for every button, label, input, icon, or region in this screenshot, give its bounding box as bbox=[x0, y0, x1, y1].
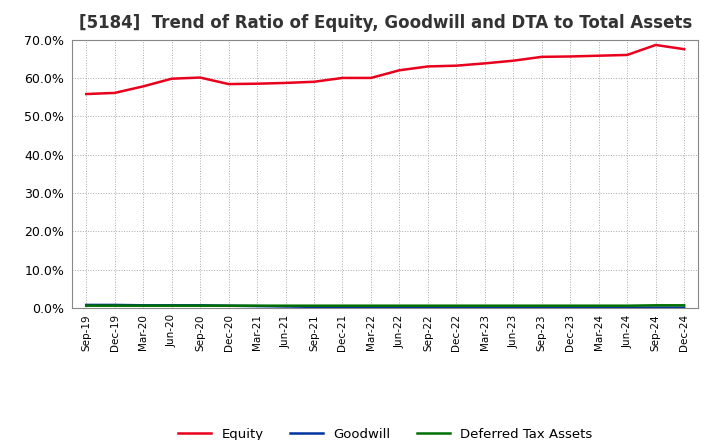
Line: Goodwill: Goodwill bbox=[86, 305, 684, 308]
Equity bbox=[566, 54, 575, 59]
Goodwill bbox=[366, 304, 375, 310]
Deferred Tax Assets bbox=[366, 303, 375, 308]
Goodwill bbox=[282, 304, 290, 309]
Deferred Tax Assets bbox=[310, 303, 318, 308]
Goodwill bbox=[537, 305, 546, 310]
Deferred Tax Assets bbox=[139, 303, 148, 308]
Goodwill bbox=[480, 305, 489, 310]
Goodwill bbox=[595, 305, 603, 310]
Deferred Tax Assets bbox=[253, 303, 261, 308]
Goodwill bbox=[566, 305, 575, 310]
Equity bbox=[82, 92, 91, 97]
Goodwill bbox=[395, 304, 404, 310]
Goodwill bbox=[623, 305, 631, 310]
Goodwill bbox=[139, 303, 148, 308]
Goodwill bbox=[338, 304, 347, 309]
Goodwill bbox=[82, 302, 91, 308]
Equity bbox=[595, 53, 603, 59]
Title: [5184]  Trend of Ratio of Equity, Goodwill and DTA to Total Assets: [5184] Trend of Ratio of Equity, Goodwil… bbox=[78, 15, 692, 33]
Goodwill bbox=[253, 304, 261, 309]
Deferred Tax Assets bbox=[110, 303, 119, 308]
Goodwill bbox=[167, 303, 176, 308]
Equity bbox=[110, 90, 119, 95]
Equity bbox=[282, 80, 290, 85]
Equity bbox=[652, 42, 660, 48]
Goodwill bbox=[452, 305, 461, 310]
Deferred Tax Assets bbox=[595, 303, 603, 308]
Goodwill bbox=[423, 304, 432, 310]
Equity bbox=[139, 84, 148, 89]
Line: Equity: Equity bbox=[86, 45, 684, 94]
Goodwill bbox=[509, 305, 518, 310]
Equity bbox=[338, 75, 347, 81]
Deferred Tax Assets bbox=[282, 303, 290, 308]
Legend: Equity, Goodwill, Deferred Tax Assets: Equity, Goodwill, Deferred Tax Assets bbox=[178, 428, 593, 440]
Equity bbox=[537, 54, 546, 59]
Equity bbox=[167, 76, 176, 81]
Equity bbox=[452, 63, 461, 68]
Deferred Tax Assets bbox=[537, 303, 546, 308]
Goodwill bbox=[110, 302, 119, 308]
Deferred Tax Assets bbox=[395, 303, 404, 308]
Deferred Tax Assets bbox=[509, 303, 518, 308]
Deferred Tax Assets bbox=[225, 303, 233, 308]
Deferred Tax Assets bbox=[82, 303, 91, 308]
Equity bbox=[253, 81, 261, 86]
Goodwill bbox=[652, 305, 660, 310]
Deferred Tax Assets bbox=[480, 303, 489, 308]
Equity bbox=[423, 64, 432, 69]
Equity bbox=[196, 75, 204, 80]
Deferred Tax Assets bbox=[167, 303, 176, 308]
Deferred Tax Assets bbox=[623, 303, 631, 308]
Equity bbox=[623, 52, 631, 58]
Equity bbox=[480, 61, 489, 66]
Goodwill bbox=[680, 305, 688, 310]
Equity bbox=[310, 79, 318, 84]
Deferred Tax Assets bbox=[680, 303, 688, 308]
Equity bbox=[225, 81, 233, 87]
Equity bbox=[366, 75, 375, 81]
Goodwill bbox=[196, 303, 204, 308]
Goodwill bbox=[310, 304, 318, 309]
Equity bbox=[395, 68, 404, 73]
Deferred Tax Assets bbox=[452, 303, 461, 308]
Deferred Tax Assets bbox=[423, 303, 432, 308]
Equity bbox=[680, 47, 688, 52]
Goodwill bbox=[225, 303, 233, 308]
Deferred Tax Assets bbox=[196, 303, 204, 308]
Deferred Tax Assets bbox=[338, 303, 347, 308]
Deferred Tax Assets bbox=[652, 303, 660, 308]
Equity bbox=[509, 58, 518, 63]
Deferred Tax Assets bbox=[566, 303, 575, 308]
